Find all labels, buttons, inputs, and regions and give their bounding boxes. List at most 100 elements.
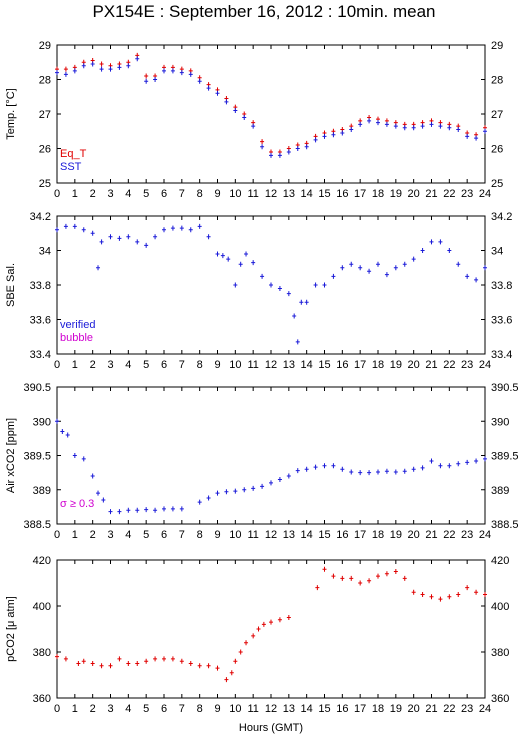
- data-point: [260, 273, 265, 279]
- data-point: [277, 617, 282, 623]
- data-point: [63, 71, 68, 77]
- data-point: [277, 476, 282, 482]
- x-tick-label: 10: [229, 188, 241, 200]
- data-point: [465, 459, 470, 465]
- data-point: [251, 485, 256, 491]
- data-point: [238, 261, 243, 267]
- x-tick-label: 10: [229, 703, 241, 715]
- data-point: [358, 580, 363, 586]
- x-tick-label: 2: [90, 359, 96, 371]
- x-tick-label: 22: [443, 529, 455, 541]
- data-point: [384, 468, 389, 474]
- data-point: [429, 594, 434, 600]
- x-tick-label: 11: [247, 703, 258, 715]
- data-point: [256, 626, 261, 632]
- data-point: [197, 78, 202, 84]
- data-point: [483, 456, 487, 462]
- x-tick-label: 21: [425, 188, 437, 200]
- data-point: [376, 120, 380, 126]
- data-point: [277, 285, 282, 291]
- data-point: [286, 149, 291, 155]
- data-point: [474, 458, 479, 464]
- x-tick-label: 9: [214, 188, 220, 200]
- x-tick-label: 15: [318, 188, 330, 200]
- data-point: [292, 313, 297, 319]
- y-axis-label: SBE Sal.: [5, 263, 17, 307]
- data-point: [99, 663, 104, 669]
- x-tick-label: 18: [372, 188, 384, 200]
- y-tick-label-right: 380: [491, 647, 509, 659]
- data-point: [322, 463, 327, 469]
- x-tick-label: 11: [247, 188, 258, 200]
- series-verified: [55, 223, 487, 345]
- x-tick-label: 6: [161, 529, 167, 541]
- y-tick-label-right: 390: [491, 416, 509, 428]
- data-point: [226, 256, 231, 262]
- data-point: [224, 99, 229, 105]
- data-point: [251, 633, 256, 639]
- x-tick-label: 21: [425, 359, 437, 371]
- data-point: [261, 621, 266, 627]
- data-point: [63, 223, 68, 229]
- legend-entry: bubble: [60, 332, 93, 344]
- data-point: [117, 656, 122, 662]
- data-point: [402, 125, 407, 131]
- data-point: [295, 339, 300, 345]
- data-point: [340, 575, 345, 581]
- x-tick-label: 7: [179, 703, 185, 715]
- x-tick-label: 1: [72, 703, 78, 715]
- data-point: [90, 230, 95, 236]
- x-tick-label: 8: [197, 529, 203, 541]
- data-point: [299, 299, 304, 305]
- data-point: [126, 234, 131, 240]
- data-point: [376, 261, 380, 267]
- x-tick-label: 19: [390, 188, 402, 200]
- x-tick-label: 4: [125, 188, 131, 200]
- data-point: [384, 272, 389, 278]
- y-tick-label-left: 33.6: [30, 315, 51, 327]
- x-tick-label: 0: [54, 188, 60, 200]
- data-point: [99, 66, 104, 72]
- x-tick-label: 1: [72, 188, 78, 200]
- x-tick-label: 3: [107, 359, 113, 371]
- x-tick-label: 3: [107, 529, 113, 541]
- y-tick-label-right: 34.2: [491, 211, 512, 223]
- data-point: [144, 78, 149, 84]
- data-point: [322, 282, 327, 288]
- data-point: [402, 468, 407, 474]
- data-point: [179, 506, 184, 512]
- data-point: [244, 640, 249, 646]
- x-axis-label: Hours (GMT): [239, 722, 303, 734]
- data-point: [99, 239, 104, 245]
- x-tick-label: 20: [408, 359, 420, 371]
- data-point: [108, 66, 113, 72]
- figure-title: PX154E : September 16, 2012 : 10min. mea…: [92, 2, 435, 21]
- data-point: [179, 70, 184, 76]
- data-point: [126, 507, 131, 513]
- data-point: [215, 665, 220, 671]
- data-point: [260, 483, 265, 489]
- data-point: [331, 273, 336, 279]
- y-tick-label-left: 420: [33, 555, 51, 567]
- data-point: [456, 127, 461, 133]
- y-tick-label-left: 27: [39, 109, 51, 121]
- x-tick-label: 12: [265, 703, 277, 715]
- data-point: [229, 670, 234, 676]
- data-point: [162, 656, 166, 662]
- y-tick-label-left: 25: [39, 178, 51, 190]
- y-tick-label-left: 380: [33, 647, 51, 659]
- data-point: [220, 253, 225, 259]
- data-point: [72, 68, 77, 74]
- data-point: [135, 56, 140, 62]
- x-tick-label: 19: [390, 359, 402, 371]
- data-point: [76, 661, 81, 666]
- data-point: [349, 575, 354, 581]
- data-point: [295, 468, 300, 474]
- data-point: [81, 63, 86, 69]
- data-point: [153, 507, 158, 513]
- x-tick-label: 0: [54, 359, 60, 371]
- data-point: [376, 469, 380, 475]
- x-tick-label: 14: [301, 359, 313, 371]
- x-tick-label: 22: [443, 359, 455, 371]
